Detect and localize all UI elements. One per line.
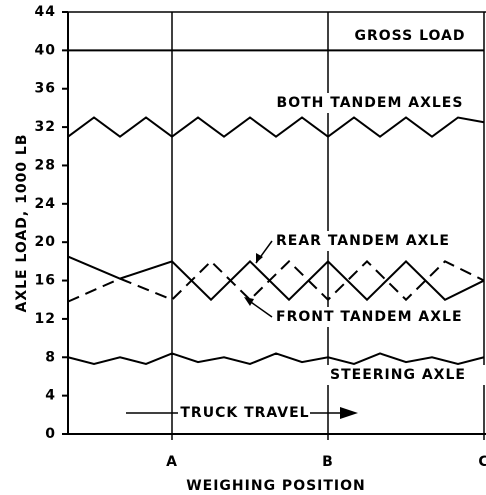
series-line <box>67 116 485 138</box>
y-tick-label: 36 <box>35 81 56 97</box>
label-bg <box>180 403 310 423</box>
travel-arrow-head <box>340 407 358 419</box>
y-tick-label: 12 <box>35 311 56 327</box>
series-line <box>67 259 485 303</box>
x-tick-label: B <box>322 454 334 470</box>
y-axis-label: AXLE LOAD, 1000 LB <box>14 133 30 312</box>
series-label: REAR TANDEM AXLE <box>276 233 450 249</box>
label-bg <box>275 93 465 113</box>
y-tick-label: 8 <box>45 349 56 365</box>
series-line <box>67 352 485 366</box>
y-tick-label: 32 <box>35 119 56 135</box>
x-axis-label: WEIGHING POSITION <box>186 478 366 494</box>
series-label: GROSS LOAD <box>355 28 466 44</box>
x-tick-label: A <box>166 454 178 470</box>
label-bg <box>272 307 472 327</box>
x-tick-label: C <box>478 454 486 470</box>
y-tick-label: 44 <box>35 4 56 20</box>
y-tick-label: 20 <box>35 234 56 250</box>
pointer-head <box>244 297 254 306</box>
series-line <box>67 255 485 302</box>
label-bg <box>272 231 472 251</box>
pointer-head <box>256 253 263 263</box>
y-tick-label: 24 <box>35 196 56 212</box>
series-label: FRONT TANDEM AXLE <box>276 309 463 325</box>
label-bg <box>326 365 486 385</box>
series-label: BOTH TANDEM AXLES <box>277 95 464 111</box>
y-tick-label: 28 <box>35 157 56 173</box>
y-tick-label: 0 <box>45 426 56 442</box>
annotation: TRUCK TRAVEL <box>180 405 309 421</box>
y-tick-label: 16 <box>35 273 56 289</box>
pointer <box>247 299 273 318</box>
series-label: STEERING AXLE <box>330 367 466 383</box>
y-tick-label: 40 <box>35 42 56 58</box>
y-tick-label: 4 <box>45 388 56 404</box>
